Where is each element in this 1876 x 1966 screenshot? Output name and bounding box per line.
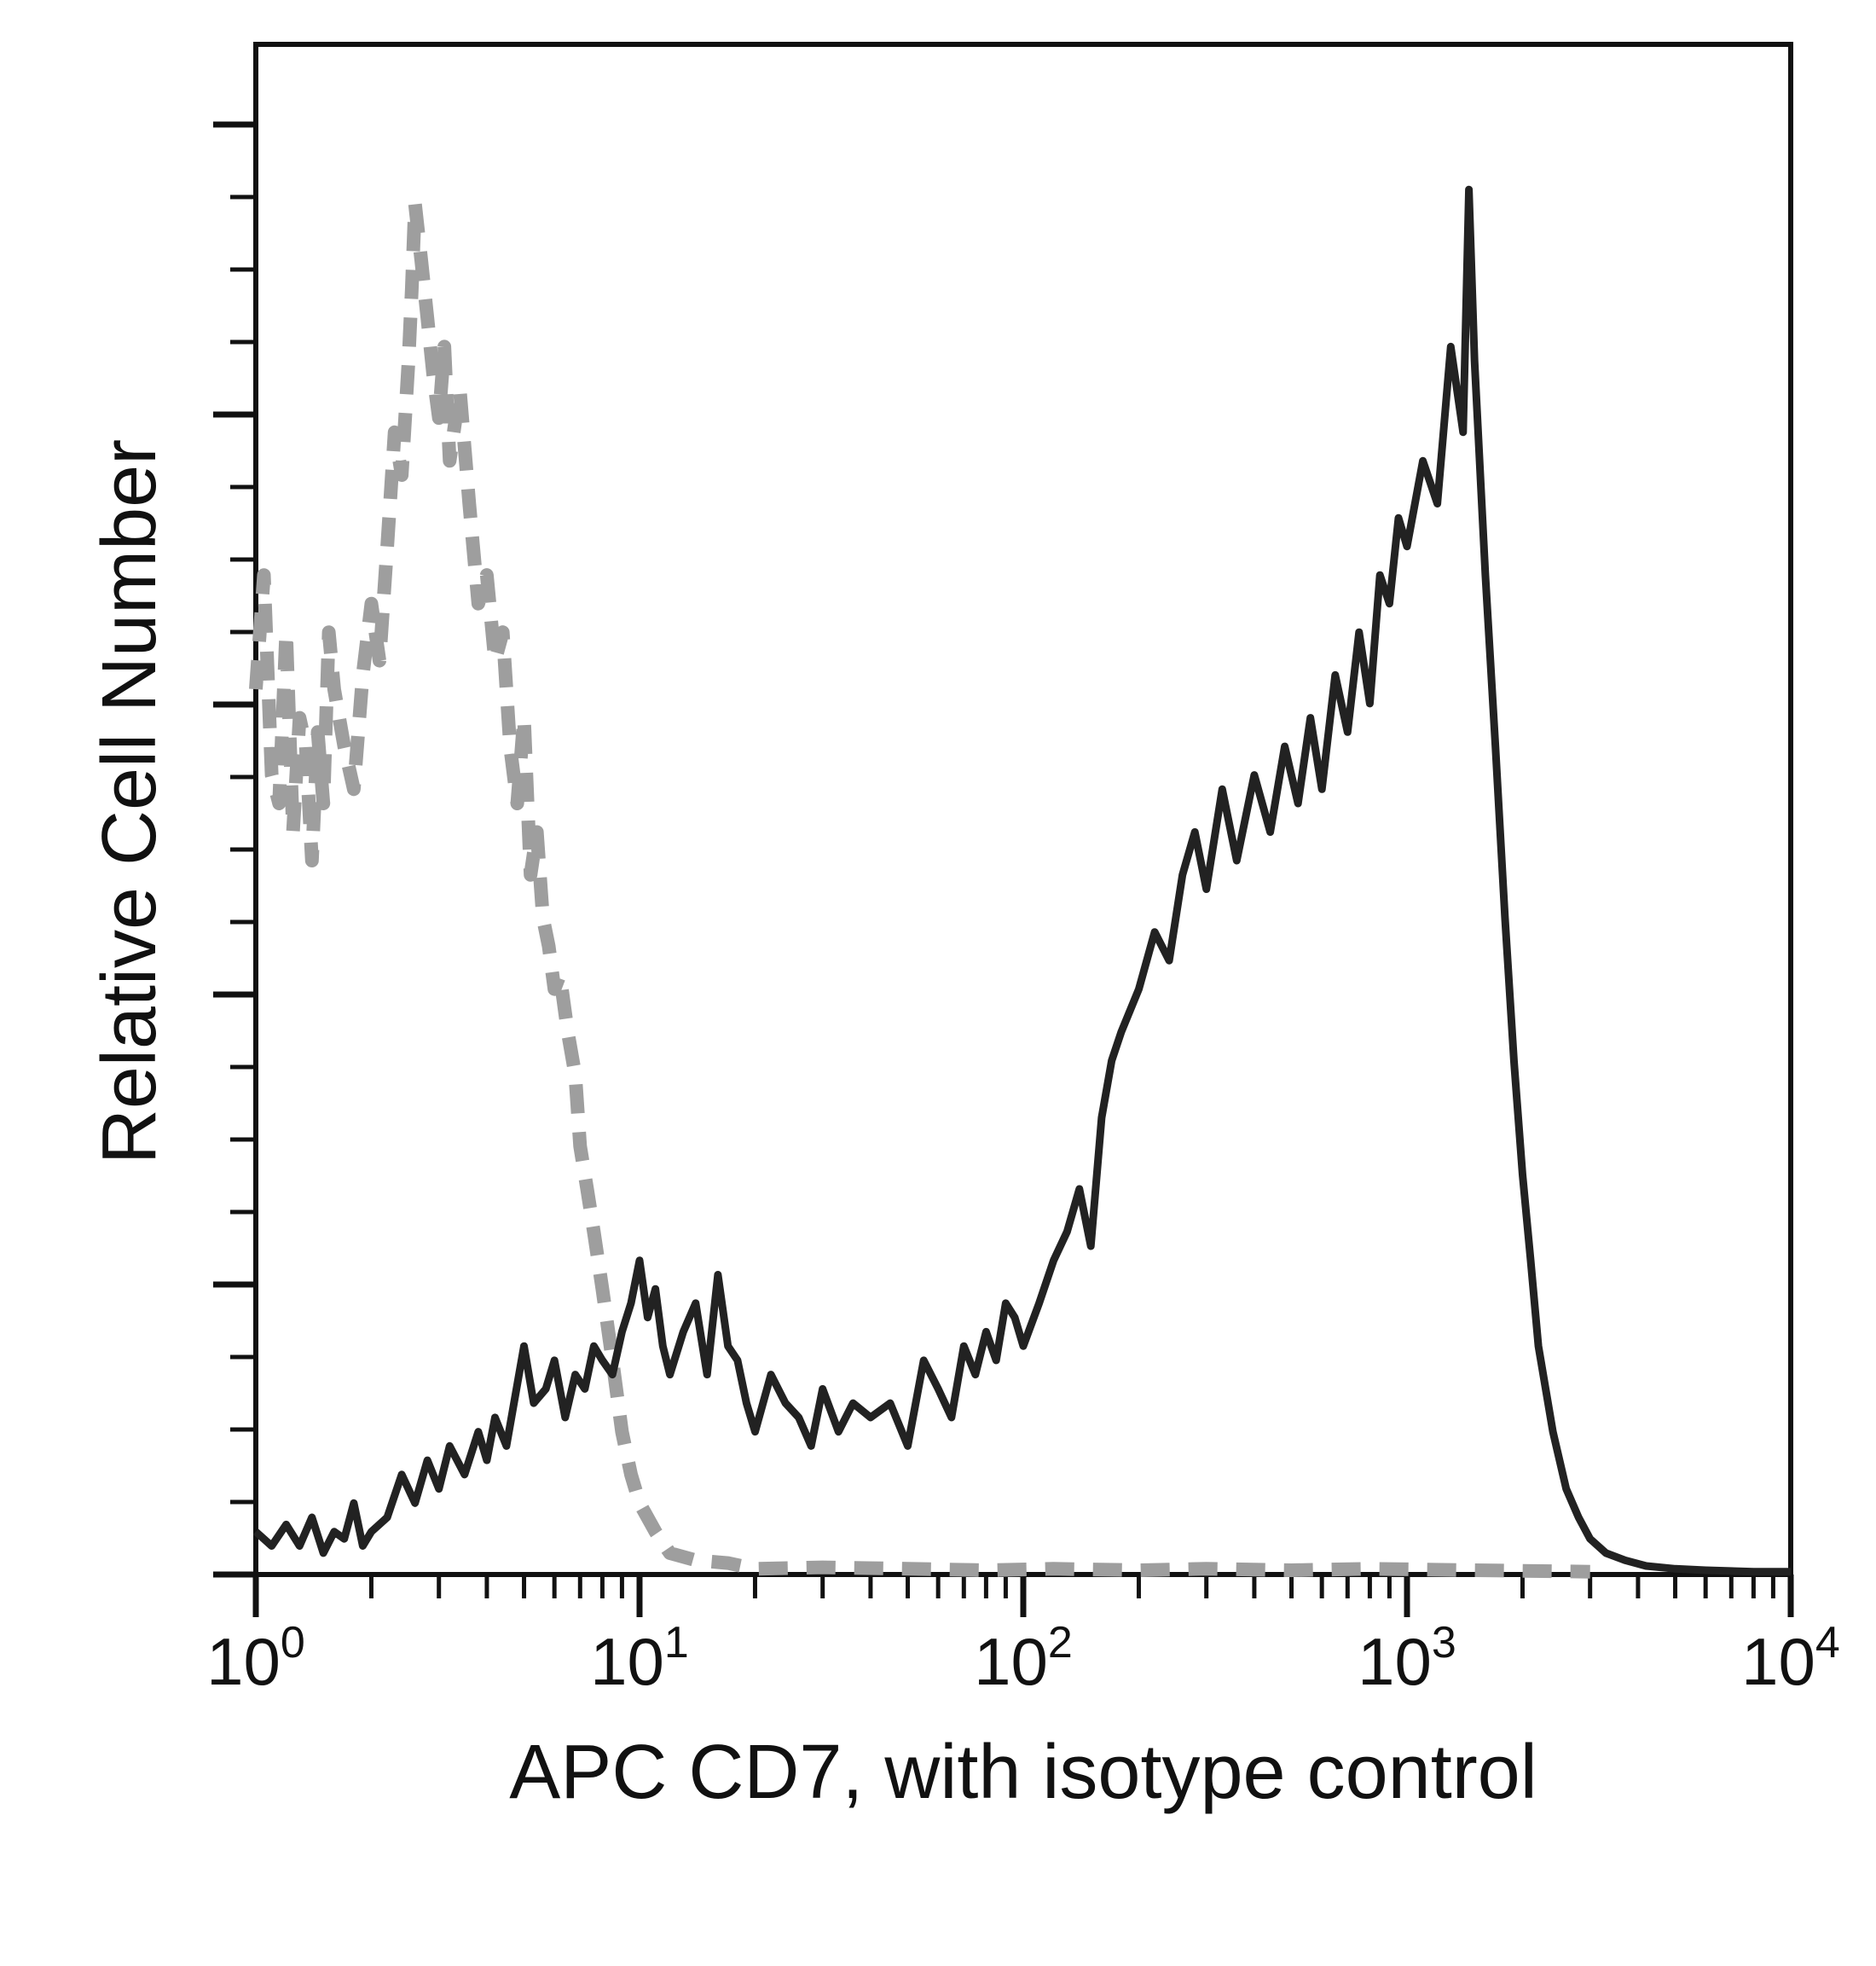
isotype-control-line <box>249 197 1590 1579</box>
x-axis-tick-labels: 100 101 102 103 104 <box>206 1618 1840 1699</box>
x-tick-label: 104 <box>1741 1618 1840 1699</box>
x-tick-label: 100 <box>206 1618 305 1699</box>
y-axis-ticks <box>213 121 256 1578</box>
x-axis-ticks <box>252 1575 1794 1617</box>
x-axis-label: APC CD7, with isotype control <box>509 1730 1537 1815</box>
cd7-stained-line <box>252 185 1791 1576</box>
series-layer <box>249 185 1791 1579</box>
x-tick-label: 102 <box>974 1618 1073 1699</box>
x-tick-label: 103 <box>1358 1618 1456 1699</box>
x-tick-label: 101 <box>590 1618 689 1699</box>
y-axis-label: Relative Cell Number <box>87 439 172 1164</box>
